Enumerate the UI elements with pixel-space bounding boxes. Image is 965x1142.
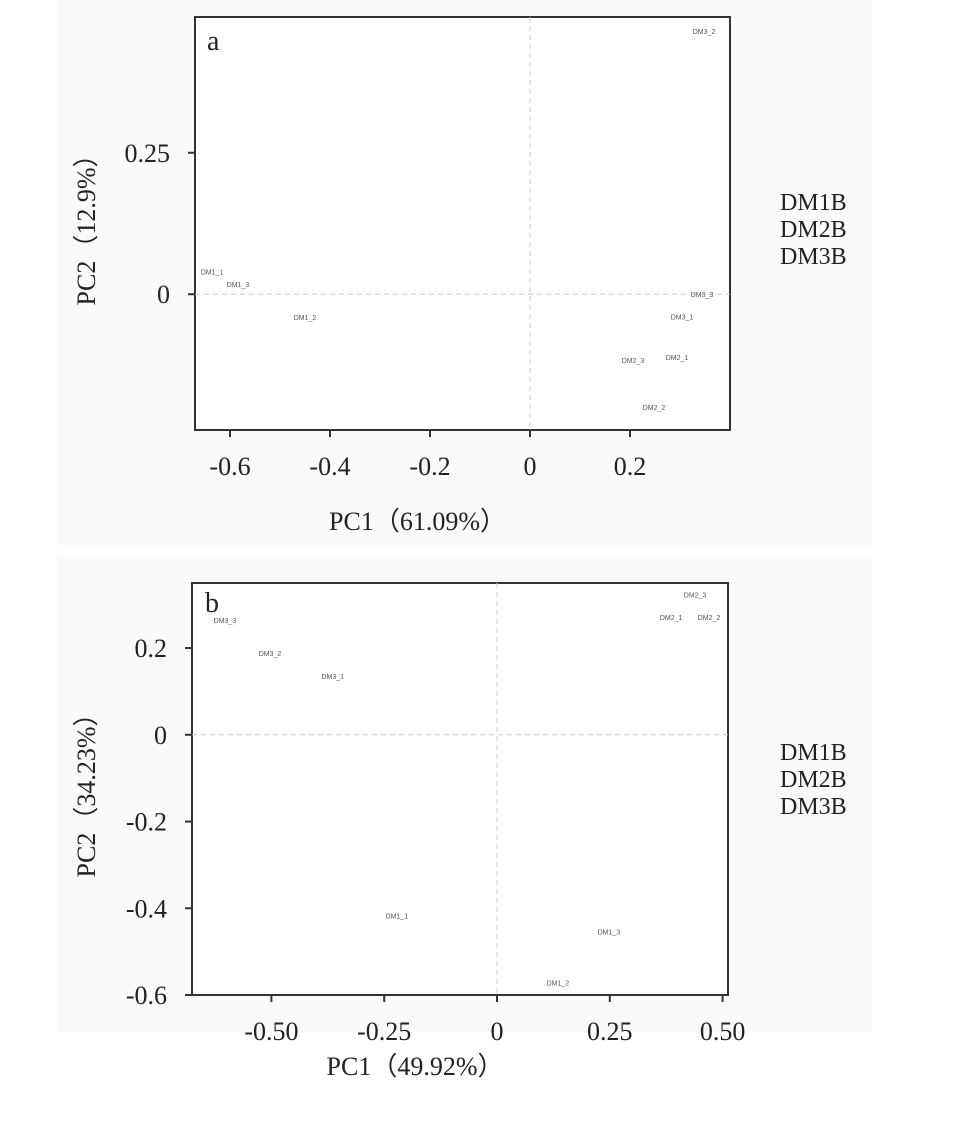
x-tick-label: -0.50 [244, 1017, 298, 1046]
legend-entry: DM2B [780, 217, 847, 243]
x-tick-label: 0.25 [587, 1017, 633, 1046]
y-tick-label: -0.2 [126, 808, 167, 837]
point-label: DM3_3 [691, 292, 714, 299]
panel-label: a [207, 26, 220, 57]
y-tick-label: -0.4 [126, 894, 167, 923]
x-tick-label: -0.6 [209, 452, 250, 481]
point-label: DM3_1 [321, 674, 344, 681]
point-label: DM2_1 [666, 355, 689, 362]
point-label: DM3_2 [259, 651, 282, 658]
point-label: DM2_2 [643, 405, 666, 412]
point-label: DM2_2 [698, 615, 721, 622]
point-label: DM1_1 [386, 914, 409, 921]
legend-entry: DM3B [780, 794, 847, 820]
x-tick-label: -0.4 [309, 452, 350, 481]
y-tick-label: 0.25 [125, 139, 171, 168]
plot-area [194, 16, 731, 431]
point-label: DM3_3 [214, 618, 237, 625]
point-label: DM1_3 [227, 282, 250, 289]
y-axis-label: PC2（34.23%） [72, 701, 101, 878]
point-label: DM2_3 [684, 593, 707, 600]
x-tick-label: 0 [524, 452, 537, 481]
point-label: DM3_2 [693, 29, 716, 36]
legend-entry: DM1B [780, 190, 847, 216]
y-axis-label: PC2（12.9%） [72, 142, 101, 306]
legend-entry: DM3B [780, 244, 847, 270]
x-tick-label: 0 [490, 1017, 503, 1046]
y-tick-label: -0.6 [126, 981, 167, 1010]
x-tick-label: 0.50 [700, 1017, 746, 1046]
point-label: DM1_3 [598, 930, 621, 937]
legend-entry: DM1B [780, 740, 847, 766]
plot-area [191, 582, 729, 996]
y-tick-label: 0 [157, 280, 170, 309]
x-axis-label: PC1（49.92%） [327, 1052, 504, 1081]
point-label: DM1_1 [201, 270, 224, 277]
point-label: DM3_1 [671, 314, 694, 321]
y-tick-label: 0.2 [135, 634, 168, 663]
point-label: DM2_1 [660, 615, 683, 622]
x-tick-label: -0.25 [357, 1017, 411, 1046]
y-tick-label: 0 [154, 721, 167, 750]
x-tick-label: 0.2 [614, 452, 647, 481]
x-tick-label: -0.2 [409, 452, 450, 481]
legend-entry: DM2B [780, 767, 847, 793]
point-label: DM2_3 [622, 358, 645, 365]
x-axis-label: PC1（61.09%） [329, 507, 506, 536]
panel-label: b [205, 588, 219, 619]
point-label: DM1_2 [294, 315, 317, 322]
point-label: DM1_2 [547, 980, 570, 987]
